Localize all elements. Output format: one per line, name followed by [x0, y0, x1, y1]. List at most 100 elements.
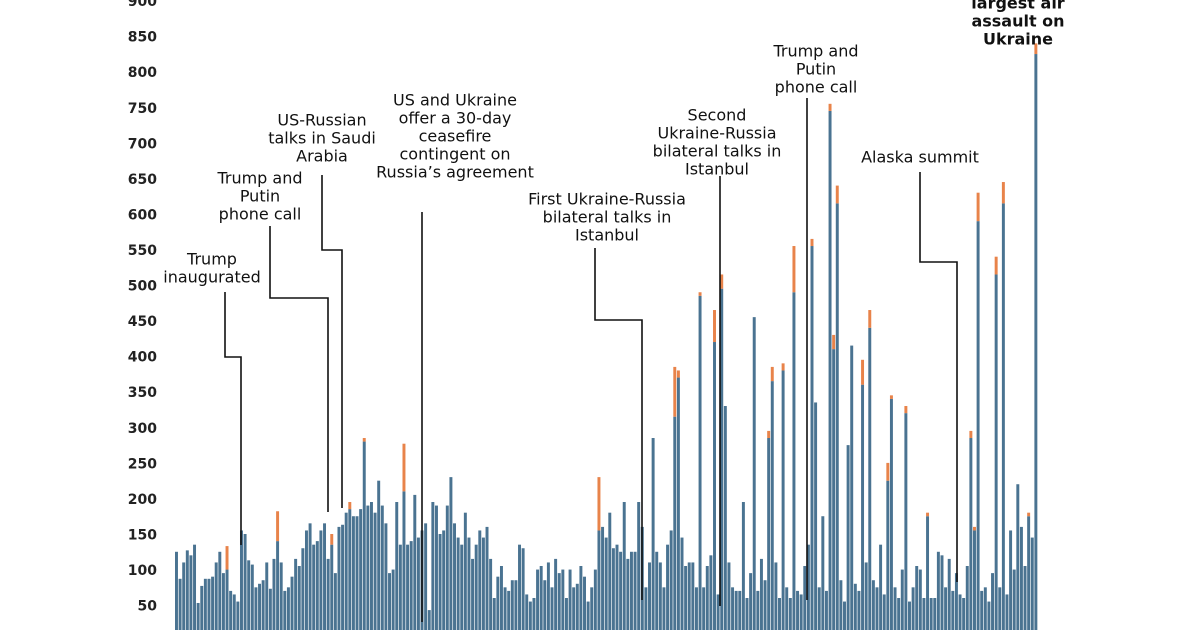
bar-segment [308, 523, 312, 630]
bar-segment [445, 505, 449, 630]
bar-segment [810, 238, 814, 247]
bar-segment [781, 363, 785, 371]
bar-segment [792, 246, 796, 293]
annotation-text: Alaska summit [861, 148, 979, 167]
bar-segment [817, 587, 821, 630]
bar-segment [351, 516, 355, 630]
bar-segment [991, 573, 995, 630]
bar-segment [355, 516, 359, 630]
bar-segment [749, 573, 753, 630]
bar-segment [832, 334, 836, 350]
y-tick-label: 300 [128, 421, 157, 437]
bar-segment [1034, 43, 1038, 55]
bar-segment [496, 576, 500, 630]
bar-segment [586, 601, 590, 630]
bar-segment [572, 587, 576, 630]
bar-segment [359, 509, 363, 630]
y-tick-label: 900 [128, 0, 157, 10]
bar-segment [897, 598, 901, 630]
bar-segment [391, 569, 395, 630]
bar-segment [875, 587, 879, 630]
bar-segment [962, 598, 966, 630]
bar-segment [333, 573, 337, 630]
bar-segment [203, 578, 207, 630]
bar-segment [326, 558, 330, 630]
bar-segment [976, 221, 980, 630]
bar-segment [676, 370, 680, 378]
bar-segment [250, 564, 254, 630]
bar-segment [720, 274, 724, 289]
bar-segment [434, 505, 438, 630]
bar-segment [489, 558, 493, 630]
bar-segment [294, 558, 298, 630]
annotation-text: Russia’s agreement [376, 163, 534, 182]
bar-segment [850, 345, 854, 630]
bar-segment [954, 573, 958, 630]
bar-segment [803, 566, 807, 630]
bar-segment [998, 587, 1002, 630]
bar-segment [731, 587, 735, 630]
bar-segment [478, 530, 482, 630]
bar-segment [449, 477, 453, 630]
annotation-text: Ukraine-Russia [657, 124, 776, 143]
y-tick-label: 250 [128, 456, 157, 472]
bar-segment [236, 601, 240, 630]
annotation-connector [919, 172, 958, 582]
bar-segment [431, 502, 435, 630]
bar-segment [832, 349, 836, 630]
bar-segment [543, 580, 547, 630]
bar-segment [481, 537, 485, 630]
bar-segment [319, 530, 323, 630]
bar-segment [395, 502, 399, 630]
bar-segment [882, 594, 886, 630]
bar-segment [723, 406, 727, 630]
annotation-text: contingent on [399, 145, 510, 164]
bar-segment [366, 505, 370, 630]
bar-segment [510, 580, 514, 630]
bar-segment [185, 550, 189, 630]
bar-segment [673, 366, 677, 417]
bar-segment [207, 578, 211, 630]
bar-segment [752, 317, 756, 630]
bar-segment [828, 103, 832, 111]
bar-segment [644, 587, 648, 630]
bar-segment [926, 516, 930, 630]
bar-segment [373, 512, 377, 630]
annotation-text: Trump and [772, 42, 858, 61]
annotation-connector [224, 292, 242, 545]
bar-segment [276, 511, 280, 542]
bar-segment [904, 406, 908, 414]
bar-segment [611, 548, 615, 630]
bar-segment [622, 502, 626, 630]
annotation-text: phone call [775, 78, 858, 97]
y-tick-label: 200 [128, 492, 157, 508]
bar-segment [969, 430, 973, 439]
annotation-connector [594, 248, 643, 600]
bar-segment [1012, 569, 1016, 630]
bar-segment [597, 530, 601, 630]
bar-segment [680, 537, 684, 630]
bar-segment [348, 502, 352, 510]
bar-segment [409, 541, 413, 630]
bar-segment [843, 601, 846, 630]
annotation-text: bilateral talks in [653, 142, 782, 161]
bar-segment [427, 610, 431, 630]
bar-segment [189, 555, 193, 630]
bar-segment [727, 562, 731, 630]
bar-segment [926, 512, 930, 517]
bar-segment [279, 562, 283, 630]
bar-segment [839, 580, 843, 630]
bar-segment [861, 359, 865, 385]
bar-segment [669, 530, 673, 630]
bar-segment [330, 534, 334, 545]
bar-segment [557, 573, 561, 630]
bar-segment [225, 546, 229, 570]
bar-segment [673, 416, 677, 630]
bar-segment [546, 562, 550, 630]
bar-segment [239, 530, 243, 630]
bar-segment [806, 544, 810, 630]
bar-segment [799, 594, 803, 630]
y-tick-label: 850 [128, 30, 157, 46]
bar-segment [868, 327, 872, 630]
